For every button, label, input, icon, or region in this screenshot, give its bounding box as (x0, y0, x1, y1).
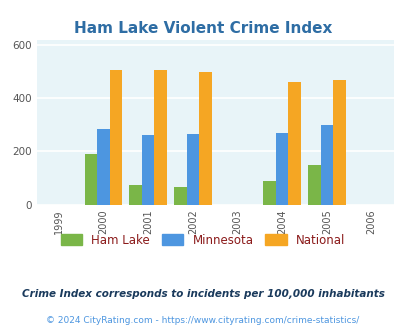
Bar (275, 133, 288, 205)
Legend: Ham Lake, Minnesota, National: Ham Lake, Minnesota, National (56, 229, 349, 251)
Bar (288, 82, 300, 205)
Bar (85, 154, 97, 205)
Bar (186, 134, 198, 205)
Bar (154, 70, 166, 205)
Bar (97, 129, 109, 205)
Bar (332, 80, 345, 205)
Bar (198, 72, 211, 205)
Text: Ham Lake Violent Crime Index: Ham Lake Violent Crime Index (74, 20, 331, 36)
Text: Crime Index corresponds to incidents per 100,000 inhabitants: Crime Index corresponds to incidents per… (21, 289, 384, 299)
Bar (129, 185, 142, 205)
Bar (109, 70, 122, 205)
Bar (142, 135, 154, 205)
Text: © 2024 CityRating.com - https://www.cityrating.com/crime-statistics/: © 2024 CityRating.com - https://www.city… (46, 315, 359, 325)
Bar (263, 181, 275, 205)
Bar (307, 165, 320, 205)
Bar (320, 125, 332, 205)
Bar (174, 187, 186, 205)
